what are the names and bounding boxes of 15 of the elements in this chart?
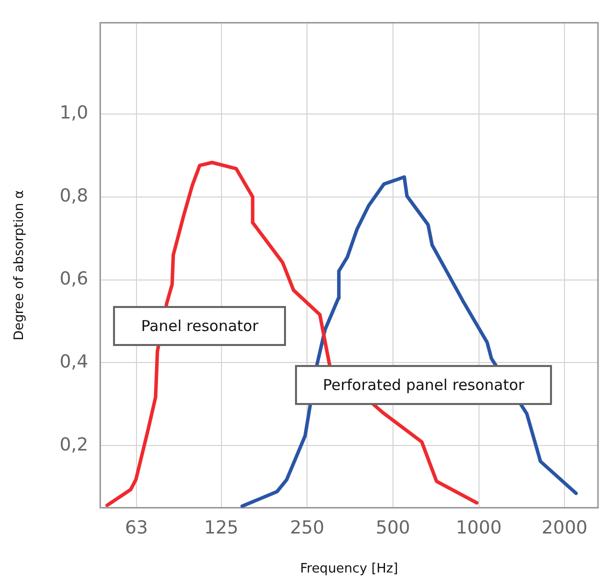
x-tick-label: 125 (204, 517, 239, 538)
y-tick-label: 0,8 (60, 186, 88, 207)
name-box: Panel resonator (113, 306, 286, 346)
y-axis-title: Degree of absorption α (12, 190, 28, 340)
x-axis-title: Frequency [Hz] (300, 562, 398, 577)
x-tick-label: 2000 (542, 517, 588, 538)
y-tick-label: 0,6 (60, 268, 88, 290)
x-tick-label: 1000 (456, 517, 502, 538)
x-tick-label: 500 (376, 517, 410, 538)
y-tick-label: 1,0 (60, 102, 88, 124)
x-tick-label: 250 (290, 517, 324, 538)
y-tick-label: 0,4 (60, 351, 88, 372)
name-box: Perforated panel resonator (294, 364, 552, 405)
x-tick-label: 63 (125, 517, 148, 538)
y-tick-label: 0,2 (60, 434, 88, 456)
